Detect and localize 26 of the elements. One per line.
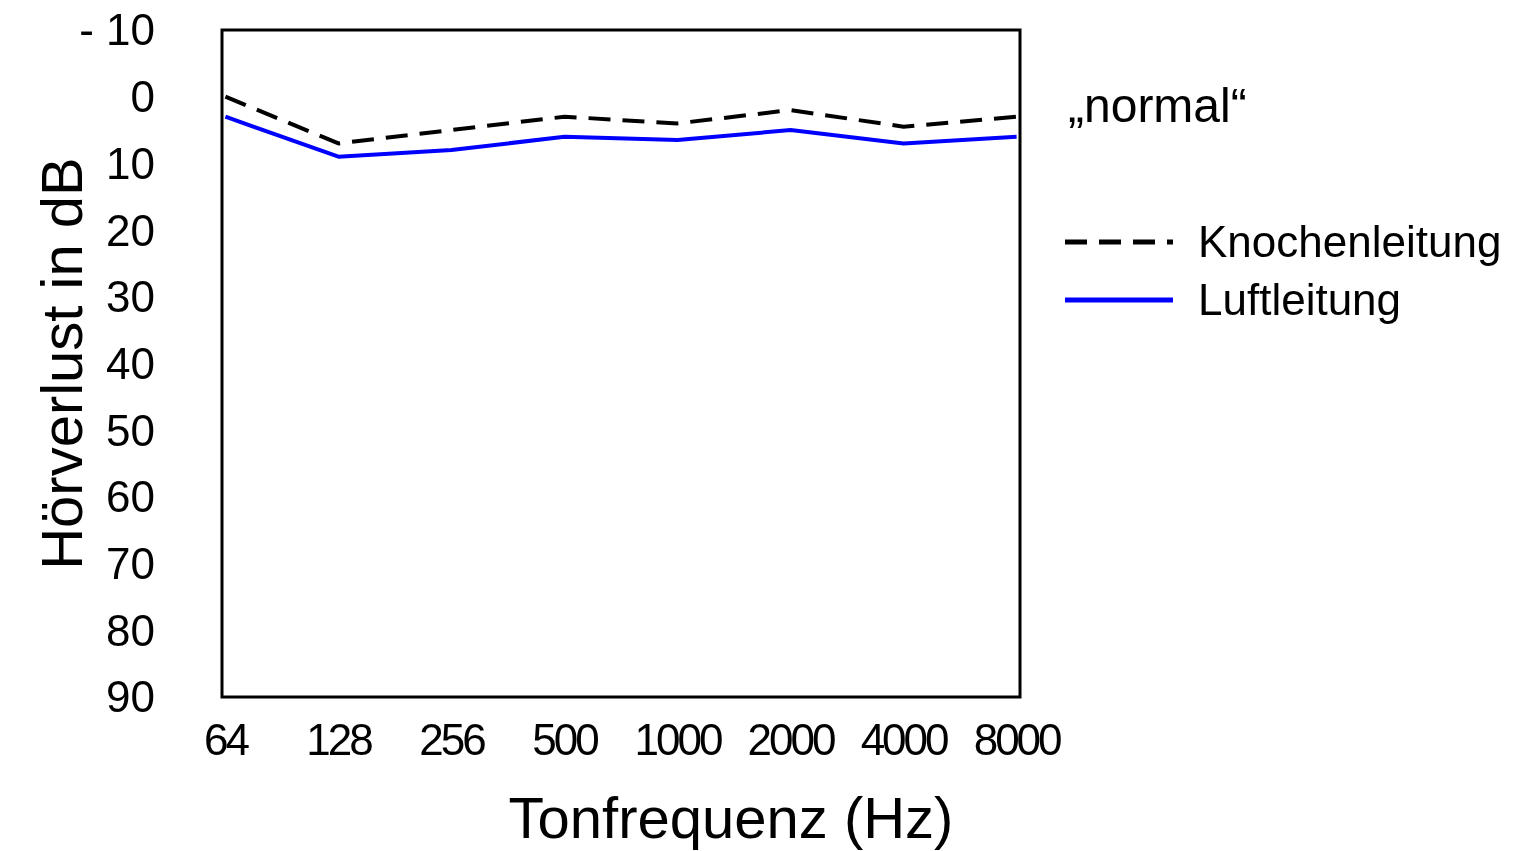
y-tick-label: 10	[106, 138, 155, 188]
line-series	[223, 94, 1019, 146]
y-tick-label: - 10	[79, 5, 155, 55]
x-tick-label: 2000	[747, 715, 836, 765]
x-tick-label: 500	[532, 715, 599, 765]
legend-label: Knochenleitung	[1198, 217, 1502, 267]
y-tick-label: 60	[106, 472, 155, 522]
y-tick-label: 90	[106, 672, 155, 722]
text: „normal“	[1068, 78, 1247, 132]
x-tick-label: 128	[306, 715, 373, 765]
line-series	[223, 114, 1019, 159]
x-tick-label: 256	[419, 715, 486, 765]
legend-label: Luftleitung	[1198, 275, 1402, 325]
y-tick-label: 30	[106, 272, 155, 322]
y-tick-label: 80	[106, 605, 155, 655]
y-tick-label: 0	[130, 72, 155, 122]
x-tick-label: 4000	[860, 715, 949, 765]
x-axis-title: Tonfrequenz (Hz)	[508, 785, 954, 851]
y-axis-title: Hörverlust in dB	[29, 157, 95, 570]
x-tick-label: 8000	[973, 715, 1062, 765]
x-tick-label: 64	[203, 715, 250, 765]
x-tick-label: 1000	[634, 715, 722, 765]
y-tick-label: 40	[106, 338, 155, 388]
y-tick-label: 20	[106, 205, 155, 255]
y-tick-label: 70	[106, 539, 155, 588]
y-tick-label: 50	[106, 405, 155, 455]
